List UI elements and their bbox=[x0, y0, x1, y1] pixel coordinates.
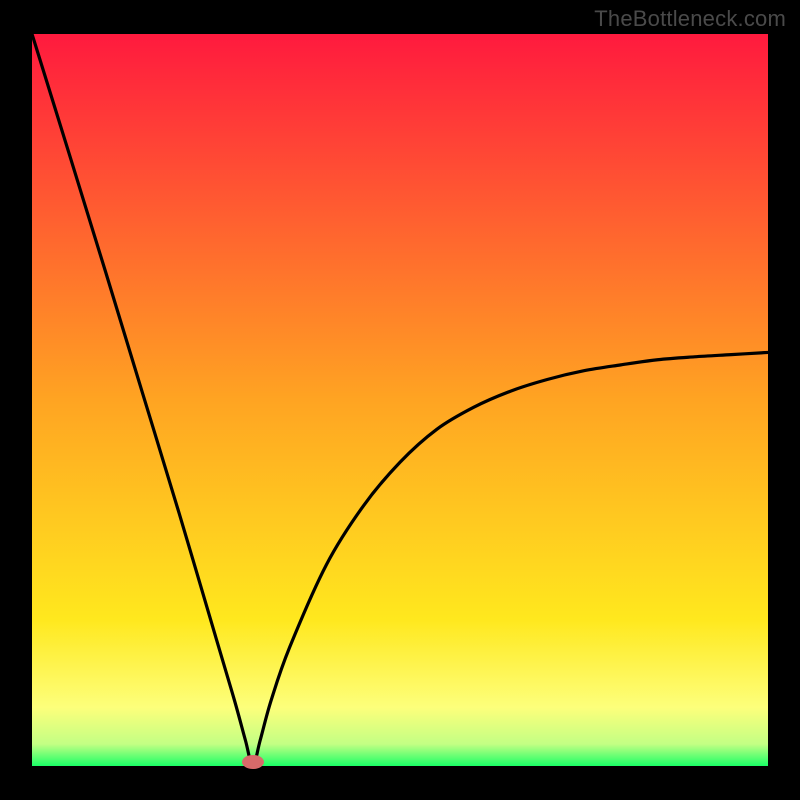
watermark-text: TheBottleneck.com bbox=[594, 6, 786, 32]
optimal-point-marker bbox=[242, 755, 264, 769]
plot-area bbox=[32, 34, 768, 766]
chart-frame: TheBottleneck.com bbox=[0, 0, 800, 800]
bottleneck-curve bbox=[32, 34, 768, 766]
